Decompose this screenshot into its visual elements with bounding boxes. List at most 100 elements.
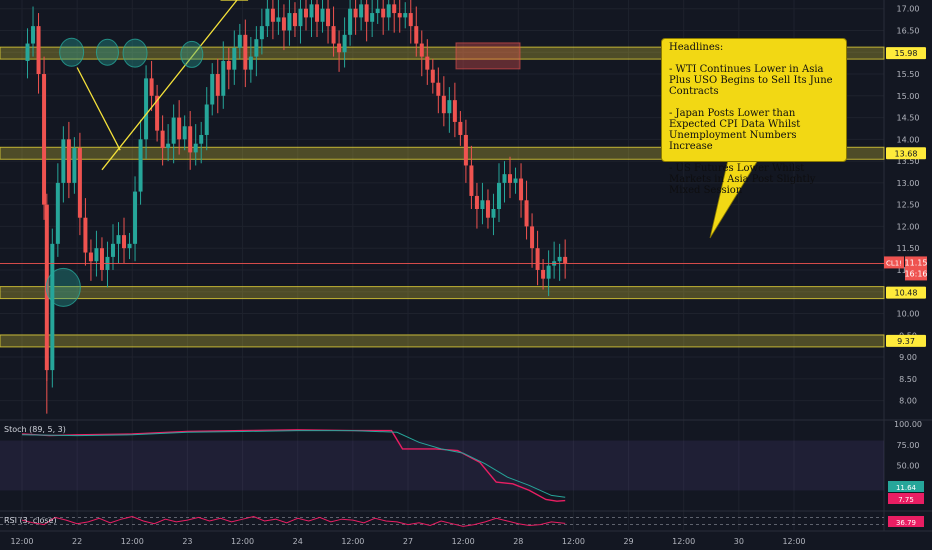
candle-up [133, 191, 138, 244]
price-tick-label: 8.50 [899, 375, 917, 384]
time-tick-label: 12:00 [562, 537, 585, 546]
candle-up [166, 143, 171, 149]
time-tick-label: 28 [513, 537, 523, 546]
stoch-tick-label: 100.00 [894, 420, 922, 429]
candle-up [55, 182, 60, 244]
price-tick-label: 10.00 [897, 310, 920, 319]
candle-up [50, 243, 55, 371]
candle-down [337, 43, 342, 53]
candle-up [31, 26, 36, 44]
candle-up [265, 8, 270, 27]
candle-up [342, 34, 347, 53]
price-tick-label: 17.00 [897, 5, 920, 14]
candle-down [270, 8, 275, 22]
stoch-value-badge [888, 493, 924, 504]
candle-down [177, 117, 182, 140]
zone-price-badge [886, 334, 926, 347]
candle-down [243, 34, 248, 70]
candle-down [315, 4, 320, 22]
stoch-tick-label: 75.00 [897, 441, 920, 450]
price-tick-label: 15.50 [897, 70, 920, 79]
time-tick-label: 30 [734, 537, 744, 546]
highlight-circle [122, 38, 148, 68]
price-tick-label: 11.50 [897, 244, 920, 253]
candle-down [563, 256, 568, 264]
trendline [76, 67, 121, 151]
trendline-drawings [45, 0, 759, 307]
candle-up [447, 100, 452, 114]
candle-down [364, 4, 369, 22]
price-tick-label: 16.50 [897, 26, 920, 35]
candle-down [541, 269, 546, 279]
candle-down [414, 26, 419, 44]
price-tick-label: 13.50 [897, 157, 920, 166]
time-tick-label: 12:00 [341, 537, 364, 546]
time-tick-label: 24 [293, 537, 303, 546]
candle-up [72, 148, 77, 183]
candle-up [359, 4, 364, 18]
candle-down [331, 26, 336, 44]
symbol-badge [884, 256, 904, 269]
candle-up [348, 8, 353, 35]
zone-price-label: 15.98 [895, 49, 918, 58]
countdown-label: 16:16 [904, 269, 927, 278]
candle-up [287, 13, 292, 31]
time-tick-label: 22 [72, 537, 82, 546]
zone-price-badge [886, 147, 926, 160]
candle-down [149, 78, 154, 96]
candle-up [116, 235, 121, 244]
time-tick-label: 12:00 [782, 537, 805, 546]
zone-price-badge [886, 286, 926, 299]
candle-down [281, 17, 286, 31]
callout-line: Headlines: [669, 42, 724, 53]
candle-down [122, 235, 127, 249]
stoch-value-label: 11.64 [896, 484, 917, 492]
candle-down [88, 252, 93, 262]
trendline [101, 0, 238, 171]
highlight-circle [59, 37, 85, 67]
stoch-tick-label: 50.00 [897, 462, 920, 471]
time-tick-label: 23 [182, 537, 192, 546]
candle-down [36, 26, 41, 75]
candle-up [110, 243, 115, 257]
time-tick-label: 12:00 [452, 537, 475, 546]
stoch-series-line [21, 430, 566, 498]
candle-up [127, 243, 132, 249]
candle-down [215, 74, 220, 96]
candle-up [557, 256, 562, 262]
candle-down [452, 100, 457, 122]
price-tick-label: 14.00 [897, 135, 920, 144]
candle-down [463, 134, 468, 166]
candle-down [160, 130, 165, 149]
candle-up [171, 117, 176, 144]
time-axis[interactable]: 12:00 22 12:00 23 12:00 24 12:00 27 12:00 28 12:00… [10, 537, 805, 546]
candle-up [221, 60, 226, 96]
headlines-callout[interactable]: Headlines: - WTI Continues Lower in Asia… [661, 38, 847, 196]
candle-down [188, 126, 193, 153]
price-tick-label: 8.00 [899, 397, 917, 406]
candle-down [425, 56, 430, 70]
stoch-value-label: 7.75 [898, 496, 914, 504]
candle-up [480, 200, 485, 209]
candle-down [392, 4, 397, 14]
zone-price-label: 10.48 [895, 289, 918, 298]
price-tick-label: 15.00 [897, 92, 920, 101]
highlight-circle [180, 40, 204, 68]
candle-down [530, 226, 535, 249]
time-tick-label: 12:00 [121, 537, 144, 546]
candle-down [99, 248, 104, 270]
candle-down [441, 95, 446, 114]
price-axis[interactable]: 8.008.509.009.5010.0010.5011.0011.5012.0… [884, 5, 928, 527]
candle-down [430, 69, 435, 83]
zone-price-label: 13.68 [895, 149, 918, 158]
candle-up [232, 47, 237, 70]
rsi-label[interactable]: RSI (3, close) [4, 516, 57, 525]
candle-up [491, 209, 496, 218]
rsi-series-line [21, 515, 566, 527]
candle-down [519, 178, 524, 201]
candle-up [144, 78, 149, 140]
stoch-label[interactable]: Stoch (89, 5, 3) [4, 425, 66, 434]
last-price-badge [905, 256, 927, 281]
candle-down [535, 248, 540, 270]
candle-up [309, 4, 314, 18]
